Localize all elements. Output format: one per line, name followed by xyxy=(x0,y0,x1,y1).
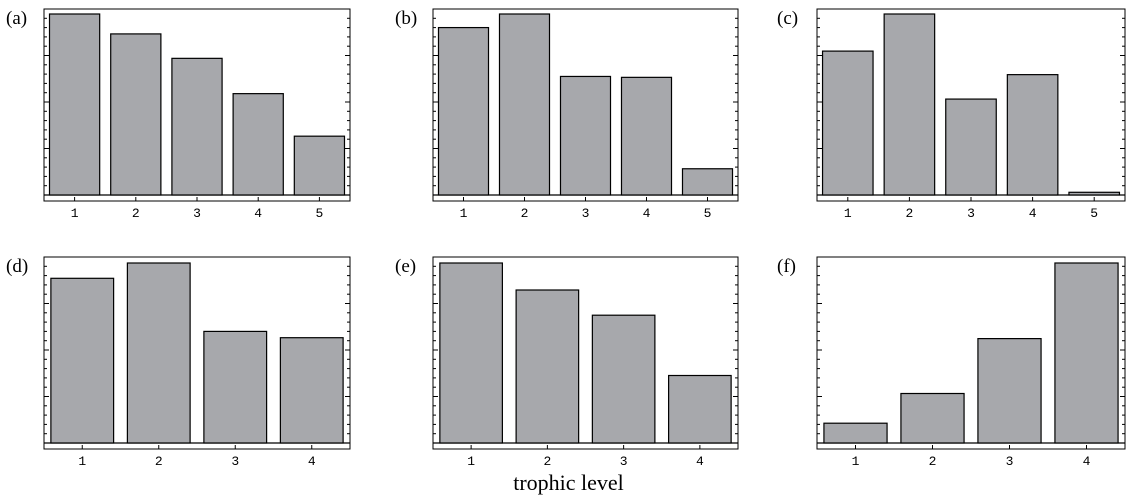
x-tick-label: 1 xyxy=(467,454,475,469)
x-tick-label: 5 xyxy=(1090,206,1098,221)
x-tick-label: 3 xyxy=(582,206,590,221)
bar-1 xyxy=(823,422,888,444)
bar-4 xyxy=(1054,262,1119,444)
x-tick-label: 2 xyxy=(132,206,140,221)
panel-label: (b) xyxy=(395,8,417,29)
bar-3 xyxy=(203,330,268,444)
panel-1: (b) 1 2 3 4 5 xyxy=(395,8,739,221)
bar-2 xyxy=(883,13,936,196)
bar-3 xyxy=(945,98,997,196)
x-tick-label: 2 xyxy=(905,206,913,221)
panel-frame xyxy=(816,256,1126,450)
bar-1 xyxy=(821,50,874,196)
x-tick-label: 4 xyxy=(1029,206,1037,221)
x-tick-label: 3 xyxy=(193,206,201,221)
bar-5 xyxy=(681,168,734,196)
panel-4: (e) 1 2 3 4 xyxy=(395,256,739,469)
bar-1 xyxy=(437,26,490,196)
x-tick-label: 5 xyxy=(704,206,712,221)
x-axis-label: trophic level xyxy=(513,470,624,495)
x-tick-label: 1 xyxy=(852,454,860,469)
bar-4 xyxy=(620,76,673,196)
panel-3: (d) 1 2 3 4 xyxy=(6,256,351,469)
bar-2 xyxy=(900,392,965,444)
x-tick-label: 3 xyxy=(620,454,628,469)
bar-1 xyxy=(50,277,115,444)
x-tick-label: 4 xyxy=(308,454,316,469)
panel-label: (a) xyxy=(6,8,27,29)
panel-label: (c) xyxy=(777,8,798,29)
bar-2 xyxy=(515,289,580,444)
bar-4 xyxy=(232,93,284,196)
panel-label: (f) xyxy=(777,256,796,277)
x-tick-label: 4 xyxy=(643,206,651,221)
x-tick-label: 2 xyxy=(929,454,937,469)
bar-5 xyxy=(293,135,346,196)
panel-5: (f) 1 2 3 4 xyxy=(777,256,1126,469)
x-tick-label: 3 xyxy=(231,454,239,469)
bar-2 xyxy=(498,13,551,196)
bar-5 xyxy=(1068,191,1121,196)
x-tick-label: 4 xyxy=(254,206,262,221)
bar-2 xyxy=(110,33,162,196)
x-tick-label: 2 xyxy=(543,454,551,469)
bar-3 xyxy=(171,57,223,196)
bar-4 xyxy=(668,374,732,444)
x-tick-label: 1 xyxy=(71,206,79,221)
panel-0: (a) 1 2 3 4 5 xyxy=(6,8,351,221)
bar-4 xyxy=(1006,74,1059,196)
x-tick-label: 2 xyxy=(155,454,163,469)
panel-frame xyxy=(43,256,351,450)
bar-3 xyxy=(559,75,612,196)
panel-label: (d) xyxy=(6,256,28,277)
bar-2 xyxy=(126,262,191,444)
bar-1 xyxy=(48,13,101,196)
x-tick-label: 4 xyxy=(696,454,704,469)
bar-3 xyxy=(591,314,656,444)
x-tick-label: 5 xyxy=(315,206,323,221)
x-tick-label: 1 xyxy=(460,206,468,221)
x-tick-label: 3 xyxy=(967,206,975,221)
x-tick-label: 4 xyxy=(1083,454,1091,469)
panel-label: (e) xyxy=(395,256,416,277)
x-tick-label: 1 xyxy=(78,454,86,469)
x-tick-label: 3 xyxy=(1006,454,1014,469)
panel-2: (c) 1 2 3 4 5 xyxy=(777,8,1126,221)
bar-1 xyxy=(439,262,503,444)
x-tick-label: 1 xyxy=(844,206,852,221)
bar-3 xyxy=(977,338,1042,444)
x-tick-label: 2 xyxy=(521,206,529,221)
panel-frame xyxy=(432,256,739,450)
bar-4 xyxy=(279,337,344,444)
